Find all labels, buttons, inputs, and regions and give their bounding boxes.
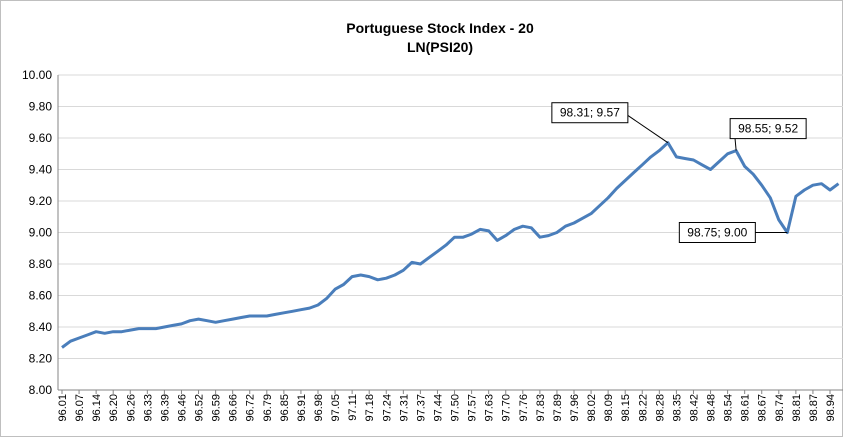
x-tick-label: 97.76 [518,394,530,422]
x-tick-label: 97.31 [398,394,410,422]
x-tick-label: 97.57 [467,394,479,422]
x-tick-label: 96.79 [262,394,274,422]
x-tick-label: 96.52 [194,394,206,422]
x-tick-label: 96.59 [211,394,223,422]
y-tick-label: 8.00 [29,383,53,397]
y-tick-label: 9.60 [29,131,53,145]
chart-title: Portuguese Stock Index - 20 [346,20,534,36]
x-tick-label: 97.89 [552,394,564,422]
x-tick-label: 97.70 [501,394,513,422]
y-tick-label: 8.80 [29,257,53,271]
x-tick-label: 97.05 [330,394,342,422]
line [61,141,840,349]
x-tick-label: 96.39 [159,394,171,422]
x-tick-label: 98.48 [706,394,718,422]
y-tick-label: 9.40 [29,163,53,177]
x-tick-label: 98.42 [688,394,700,422]
x-tick-label: 98.54 [723,394,735,422]
x-tick-label: 97.83 [535,394,547,422]
y-tick-label: 9.20 [29,194,53,208]
x-tick-label: 96.20 [108,394,120,422]
x-tick-label: 98.28 [654,394,666,422]
x-tick-label: 97.37 [415,394,427,422]
x-tick-label: 97.18 [364,394,376,422]
x-tick-label: 96.01 [57,394,69,422]
y-tick-label: 9.00 [29,226,53,240]
annotation-box [551,102,629,124]
x-tick-label: 98.87 [808,394,820,422]
x-tick-label: 97.44 [432,394,444,422]
x-tick-label: 98.61 [740,394,752,422]
x-tick-label: 98.81 [791,394,803,422]
x-tick-label: 96.14 [91,394,103,422]
y-tick-label: 10.00 [22,68,52,82]
y-tick-label: 8.20 [29,352,53,366]
chart-subtitle: LN(PSI20) [407,39,473,55]
annotation-box [729,118,807,140]
annotation-leader [623,112,669,144]
x-tick-label: 96.46 [176,394,188,422]
x-tick-label: 98.67 [757,394,769,422]
x-tick-label: 96.66 [228,394,240,422]
x-tick-label: 96.72 [245,394,257,422]
annotation: 98.75; 9.00 [687,226,747,240]
y-tick-label: 9.80 [29,100,53,114]
x-tick-label: 98.22 [637,394,649,422]
annotation-box [678,222,756,243]
x-tick-label: 97.50 [450,394,462,422]
x-tick-label: 96.07 [74,394,86,422]
annotation: 98.31; 9.57 [560,106,620,120]
x-tick-label: 96.85 [279,394,291,422]
x-tick-label: 97.11 [347,394,359,421]
x-tick-label: 96.26 [125,394,137,422]
x-tick-label: 98.35 [671,394,683,422]
x-tick-label: 96.98 [313,394,325,422]
x-tick-label: 97.63 [484,394,496,422]
annotation: 98.55; 9.52 [738,122,798,136]
y-tick-label: 8.40 [29,320,53,334]
x-tick-label: 98.94 [825,394,837,422]
x-tick-label: 97.96 [569,394,581,422]
x-tick-label: 98.02 [586,394,598,422]
x-tick-label: 98.15 [620,394,632,422]
x-tick-label: 96.91 [296,394,308,422]
x-tick-label: 98.09 [603,394,615,422]
x-tick-label: 96.33 [142,394,154,422]
y-tick-label: 8.60 [29,289,53,303]
x-tick-label: 97.24 [381,394,393,422]
x-tick-label: 98.74 [774,394,786,422]
